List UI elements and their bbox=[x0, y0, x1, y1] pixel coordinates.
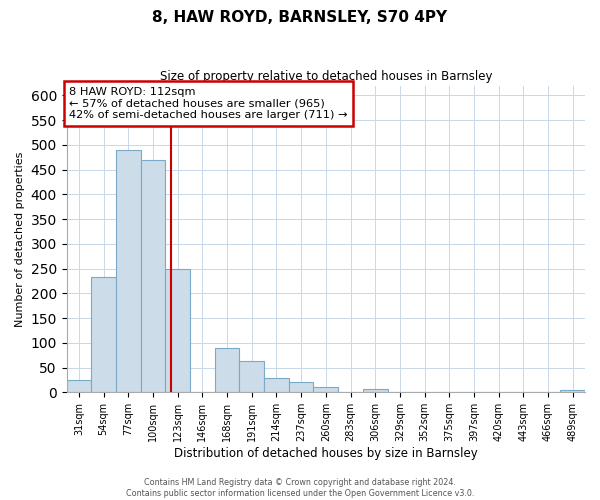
Text: 8, HAW ROYD, BARNSLEY, S70 4PY: 8, HAW ROYD, BARNSLEY, S70 4PY bbox=[152, 10, 448, 25]
Bar bbox=[264, 378, 289, 392]
Bar bbox=[239, 361, 264, 392]
Text: Contains HM Land Registry data © Crown copyright and database right 2024.
Contai: Contains HM Land Registry data © Crown c… bbox=[126, 478, 474, 498]
Y-axis label: Number of detached properties: Number of detached properties bbox=[15, 152, 25, 326]
Bar bbox=[560, 390, 585, 392]
X-axis label: Distribution of detached houses by size in Barnsley: Distribution of detached houses by size … bbox=[174, 447, 478, 460]
Bar bbox=[116, 150, 141, 392]
Title: Size of property relative to detached houses in Barnsley: Size of property relative to detached ho… bbox=[160, 70, 492, 83]
Bar bbox=[91, 277, 116, 392]
Bar bbox=[313, 387, 338, 392]
Bar bbox=[363, 389, 388, 392]
Text: 8 HAW ROYD: 112sqm
← 57% of detached houses are smaller (965)
42% of semi-detach: 8 HAW ROYD: 112sqm ← 57% of detached hou… bbox=[69, 87, 348, 120]
Bar bbox=[215, 348, 239, 393]
Bar bbox=[289, 382, 313, 392]
Bar bbox=[141, 160, 166, 392]
Bar bbox=[67, 380, 91, 392]
Bar bbox=[166, 268, 190, 392]
